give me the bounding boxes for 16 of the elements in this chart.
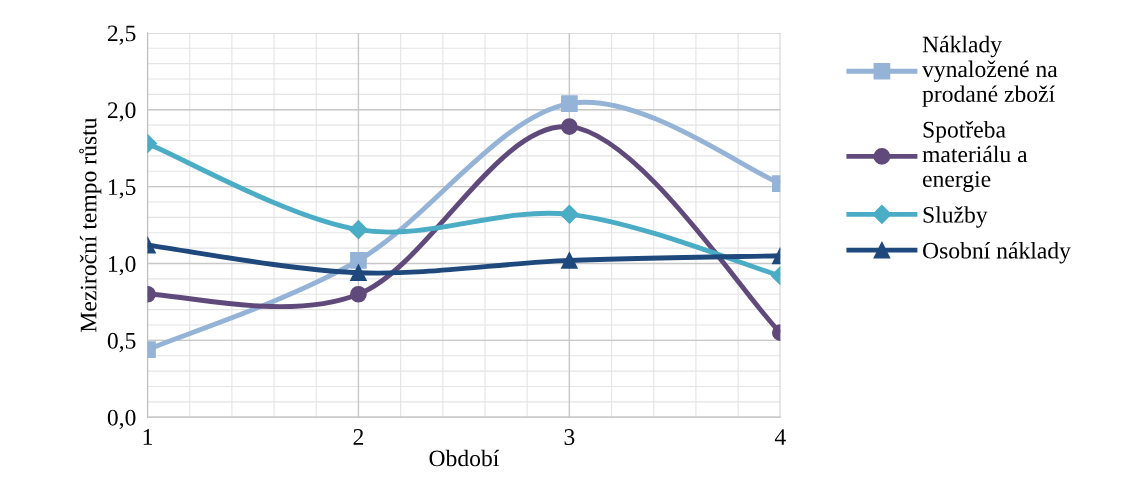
y-tick-label: 2,5 (107, 25, 136, 45)
y-tick-label: 0,0 (107, 409, 136, 430)
x-axis-title: Období (429, 449, 500, 467)
x-tick-label: 4 (774, 429, 786, 445)
y-tick-label: 1,5 (108, 179, 136, 199)
legend-label: Náklady vynaložené na prodané zboží (922, 35, 1058, 107)
x-tick-label: 1 (143, 429, 152, 445)
y-axis-title: Meziroční tempo růstu (79, 117, 102, 332)
x-tick-label: 2 (353, 429, 364, 445)
y-tick-label: 2,0 (107, 102, 136, 122)
y-tick-label: 0,5 (107, 332, 136, 353)
legend-label: Služby (923, 206, 988, 228)
y-tick-label: 1,0 (108, 255, 136, 276)
legend-label: Spotřeba materiálu a energie (922, 121, 1028, 192)
x-tick-label: 3 (564, 429, 575, 445)
legend-label: Osobní náklady (923, 241, 1071, 264)
